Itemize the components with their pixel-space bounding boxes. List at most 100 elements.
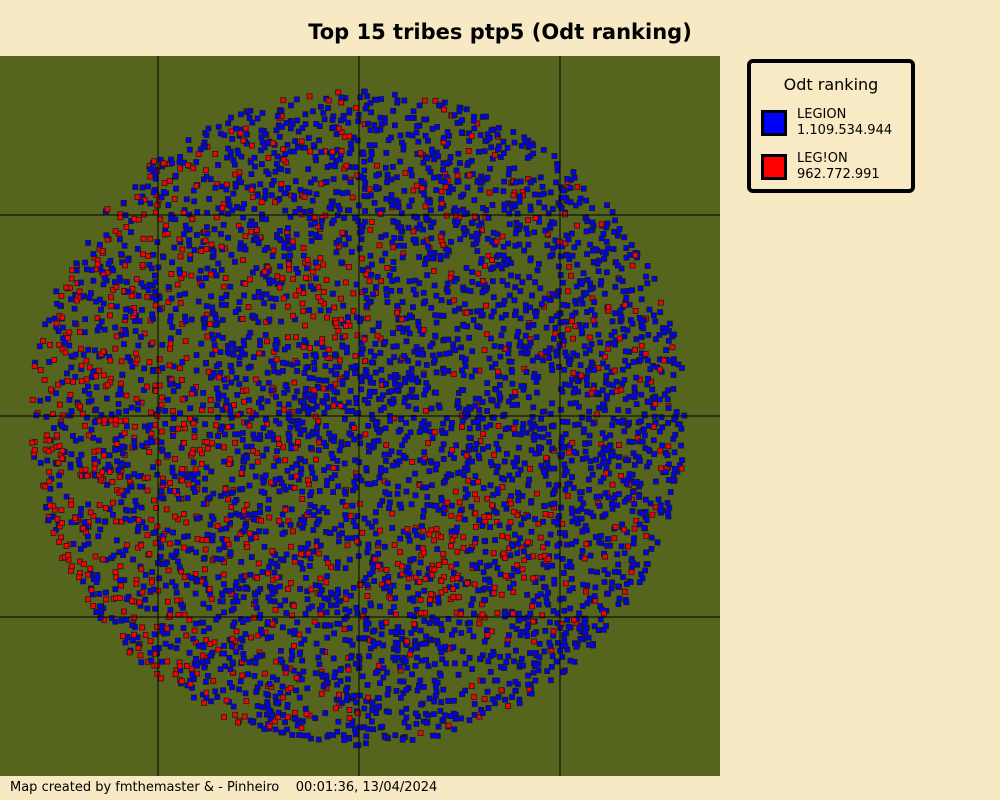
- village: [207, 321, 214, 327]
- village: [448, 420, 455, 426]
- village: [657, 506, 663, 513]
- village: [406, 278, 413, 285]
- village: [383, 457, 389, 464]
- village: [334, 189, 341, 196]
- village: [551, 576, 558, 583]
- village: [56, 472, 62, 479]
- village: [366, 278, 373, 285]
- village: [460, 225, 467, 231]
- village: [322, 351, 329, 358]
- village: [401, 242, 407, 249]
- village: [211, 342, 218, 349]
- village: [187, 405, 194, 412]
- village: [260, 385, 266, 392]
- village: [292, 292, 299, 299]
- village: [375, 662, 382, 669]
- village: [358, 350, 365, 357]
- village: [132, 184, 139, 191]
- village: [269, 253, 276, 260]
- village: [328, 475, 335, 482]
- village: [169, 407, 176, 414]
- village: [84, 571, 91, 578]
- village: [521, 460, 528, 467]
- village: [287, 252, 294, 259]
- village: [415, 591, 422, 597]
- village: [177, 165, 184, 172]
- village: [80, 561, 87, 567]
- village: [310, 512, 317, 519]
- village: [536, 260, 542, 267]
- village: [505, 240, 512, 247]
- village: [576, 625, 583, 632]
- village: [481, 148, 488, 155]
- village: [522, 139, 529, 145]
- village: [312, 275, 319, 282]
- village: [91, 419, 98, 426]
- village: [603, 470, 609, 477]
- village: [122, 515, 129, 522]
- village: [218, 266, 225, 273]
- village: [529, 357, 536, 364]
- village: [648, 534, 655, 541]
- village: [584, 276, 591, 283]
- village: [590, 420, 597, 427]
- village: [574, 183, 581, 190]
- village: [190, 187, 197, 194]
- village: [221, 431, 228, 438]
- village: [50, 530, 57, 536]
- village: [435, 153, 442, 160]
- village: [637, 356, 644, 363]
- village: [539, 408, 546, 415]
- village: [134, 526, 141, 533]
- village: [495, 373, 501, 380]
- village: [342, 589, 349, 596]
- village: [452, 488, 459, 495]
- village: [487, 482, 494, 489]
- village: [430, 219, 437, 226]
- village: [239, 316, 246, 322]
- village: [261, 300, 267, 307]
- village: [313, 353, 320, 360]
- village: [152, 288, 159, 295]
- village: [221, 609, 227, 616]
- village: [194, 662, 200, 669]
- village: [40, 338, 46, 344]
- village: [553, 313, 560, 320]
- village: [345, 676, 351, 683]
- village: [88, 397, 95, 404]
- village: [244, 616, 251, 623]
- village: [203, 637, 210, 643]
- village: [275, 457, 282, 464]
- village: [445, 471, 452, 478]
- village: [467, 546, 474, 553]
- village: [288, 506, 295, 513]
- village: [523, 369, 530, 376]
- village: [313, 121, 320, 127]
- village: [243, 131, 250, 138]
- village: [521, 574, 527, 581]
- village: [248, 634, 255, 641]
- village: [121, 242, 128, 249]
- village: [229, 136, 236, 142]
- village: [445, 616, 452, 622]
- village: [403, 714, 410, 721]
- village: [444, 288, 451, 295]
- village: [284, 167, 291, 174]
- village: [191, 627, 198, 634]
- village: [252, 376, 259, 383]
- village: [460, 206, 467, 213]
- village: [443, 212, 450, 219]
- village: [356, 500, 363, 507]
- village: [141, 423, 148, 430]
- village: [137, 334, 144, 340]
- village: [235, 719, 241, 726]
- village: [612, 283, 619, 290]
- village: [315, 736, 322, 743]
- village: [386, 505, 392, 512]
- village: [302, 705, 309, 712]
- village: [188, 272, 195, 279]
- village: [192, 590, 199, 597]
- village: [324, 509, 330, 516]
- village: [37, 367, 44, 374]
- village: [240, 214, 247, 221]
